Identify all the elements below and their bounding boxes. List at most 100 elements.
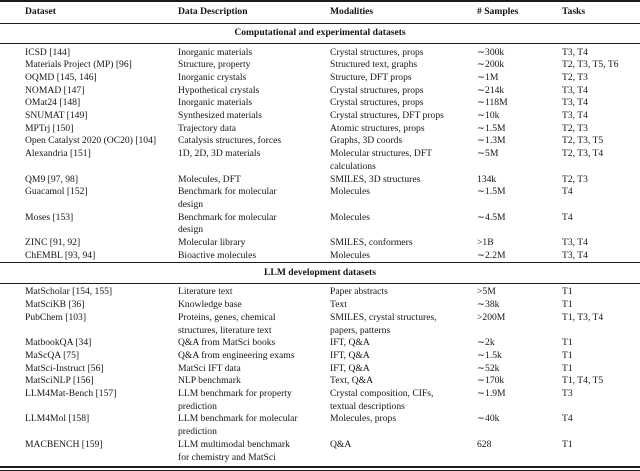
cell-samples: ∼1.5M [477, 186, 506, 198]
cell-modalities: IFT, Q&A [330, 349, 370, 361]
cell-dataset: PubChem [103] [25, 311, 87, 323]
cell-samples: ∼1.3M [477, 135, 506, 147]
cell-tasks: T2, T3 [562, 173, 588, 185]
cell-description: Proteins, genes, chemical structures, li… [178, 311, 276, 336]
cell-dataset: Materials Project (MP) [96] [25, 59, 132, 71]
cell-modalities: Molecules, props [330, 413, 397, 425]
cell-description: Q&A from engineering exams [178, 349, 295, 361]
cell-samples: ∼118M [477, 97, 508, 109]
cell-tasks: T1 [562, 337, 573, 349]
table-row: SNUMAT [149] Synthesized materials Crystal… [0, 110, 640, 123]
cell-description: Molecular library [178, 237, 246, 249]
cell-samples: ∼1.5k [477, 349, 502, 361]
cell-tasks: T3, T4 [562, 97, 588, 109]
cell-dataset: MPTrj [150] [25, 122, 74, 134]
cell-tasks: T1, T4, T5 [562, 375, 604, 387]
cell-samples: ∼1M [477, 71, 499, 83]
section-header-row: LLM development datasets [0, 262, 640, 284]
table-row: LLM4Mol [158] LLM benchmark for molecular… [0, 413, 640, 438]
cell-dataset: LLM4Mol [158] [25, 413, 90, 425]
cell-description: LLM multimodal benchmark for chemistry a… [178, 438, 290, 463]
cell-modalities: Molecular structures, DFT calculations [330, 148, 433, 172]
column-header-dataset: Dataset [25, 6, 56, 17]
table-row: LLM4Mat-Bench [157] LLM benchmark for pro… [0, 388, 640, 413]
cell-tasks: T1 [562, 362, 573, 374]
table-row: MaScQA [75] Q&A from engineering exams IFT… [0, 350, 640, 363]
cell-dataset: MatSci-Instruct [56] [25, 362, 104, 374]
table-row: Materials Project (MP) [96] Structure, pr… [0, 59, 640, 72]
table-row: QM9 [97, 98] Molecules, DFT SMILES, 3D str… [0, 174, 640, 187]
table-row: MatSci-Instruct [56] MatSci IFT data IFT, … [0, 363, 640, 376]
column-header-samples: # Samples [477, 6, 519, 17]
cell-modalities: SMILES, conformers [330, 237, 413, 249]
cell-samples: 628 [477, 438, 492, 450]
cell-samples: 134k [477, 173, 497, 185]
column-header-modalities: Modalities [330, 6, 374, 17]
cell-description: Bioactive molecules [178, 249, 257, 261]
cell-modalities: Structure, DFT props [330, 71, 412, 83]
cell-samples: ∼38k [477, 299, 500, 311]
cell-modalities: Molecules [330, 211, 370, 223]
cell-tasks: T1 [562, 286, 573, 298]
cell-tasks: T3, T4 [562, 237, 588, 249]
table-row: OQMD [145, 146] Inorganic crystals Structu… [0, 72, 640, 85]
cell-description: Q&A from MatSci books [178, 337, 276, 349]
cell-tasks: T2, T3, T5 [562, 135, 604, 147]
cell-tasks: T2, T3, T5, T6 [562, 59, 619, 71]
cell-description: Benchmark for molecular design [178, 186, 277, 210]
cell-dataset: Guacamol [152] [25, 186, 88, 198]
cell-description: Molecules, DFT [178, 173, 241, 185]
cell-description: Hypothetical crystals [178, 84, 260, 96]
table-row: ChEMBL [93, 94] Bioactive molecules Molecu… [0, 250, 640, 263]
cell-tasks: T2, T3 [562, 122, 588, 134]
cell-modalities: SMILES, crystal structures, papers, patt… [330, 311, 437, 336]
cell-description: MatSci IFT data [178, 362, 241, 374]
cell-description: Trajectory data [178, 122, 236, 134]
cell-dataset: ChEMBL [93, 94] [25, 249, 96, 261]
cell-description: Inorganic crystals [178, 71, 247, 83]
cell-description: Structure, property [178, 59, 251, 71]
cell-dataset: MatbookQA [34] [25, 337, 92, 349]
cell-tasks: T3, T4 [562, 249, 588, 261]
table-row: ZINC [91, 92] Molecular library SMILES, co… [0, 237, 640, 250]
cell-description: LLM benchmark for molecular prediction [178, 413, 298, 438]
cell-dataset: OMat24 [148] [25, 97, 81, 109]
cell-modalities: Crystal structures, props [330, 97, 424, 109]
table-row: MatScholar [154, 155] Literature text Pape… [0, 283, 640, 299]
table-body: Computational and experimental datasets I… [0, 23, 640, 464]
header-row: Dataset Data Description Modalities # Sa… [0, 1, 640, 23]
cell-tasks: T2, T3, T4 [562, 148, 604, 160]
cell-description: NLP benchmark [178, 375, 241, 387]
cell-dataset: Moses [153] [25, 211, 74, 223]
table-row: MatSciNLP [156] NLP benchmark Text, Q&A ∼17… [0, 375, 640, 388]
cell-tasks: T3, T4 [562, 84, 588, 96]
cell-samples: ∼2.2M [477, 249, 506, 261]
cell-modalities: Q&A [330, 438, 352, 450]
cell-samples: ∼200k [477, 59, 505, 71]
cell-samples: ∼300k [477, 46, 505, 58]
cell-description: LLM benchmark for property prediction [178, 388, 292, 412]
cell-modalities: Molecules [330, 186, 370, 198]
cell-modalities: Crystal structures, props [330, 84, 424, 96]
cell-dataset: MatScholar [154, 155] [25, 286, 113, 298]
cell-samples: >1B [477, 237, 494, 249]
cell-modalities: Paper abstracts [330, 286, 388, 298]
table-row: MACBENCH [159] LLM multimodal benchmark f… [0, 439, 640, 464]
table-row: MatbookQA [34] Q&A from MatSci books IFT, … [0, 337, 640, 350]
cell-tasks: T4 [562, 413, 573, 425]
cell-dataset: MACBENCH [159] [25, 438, 103, 450]
cell-samples: ∼2k [477, 337, 495, 349]
cell-tasks: T1 [562, 438, 573, 450]
cell-modalities: Text [330, 299, 347, 311]
section-title: LLM development datasets [264, 266, 376, 278]
cell-dataset: QM9 [97, 98] [25, 173, 79, 185]
cell-tasks: T3 [562, 388, 573, 400]
table-row: PubChem [103] Proteins, genes, chemical s… [0, 312, 640, 337]
table-row: Moses [153] Benchmark for molecular desig… [0, 212, 640, 237]
cell-description: Inorganic materials [178, 46, 253, 58]
cell-samples: >5M [477, 286, 496, 298]
table-row: OMat24 [148] Inorganic materials Crystal s… [0, 97, 640, 110]
column-header-tasks: Tasks [562, 6, 586, 17]
cell-samples: ∼170k [477, 375, 505, 387]
cell-description: Benchmark for molecular design [178, 211, 277, 236]
